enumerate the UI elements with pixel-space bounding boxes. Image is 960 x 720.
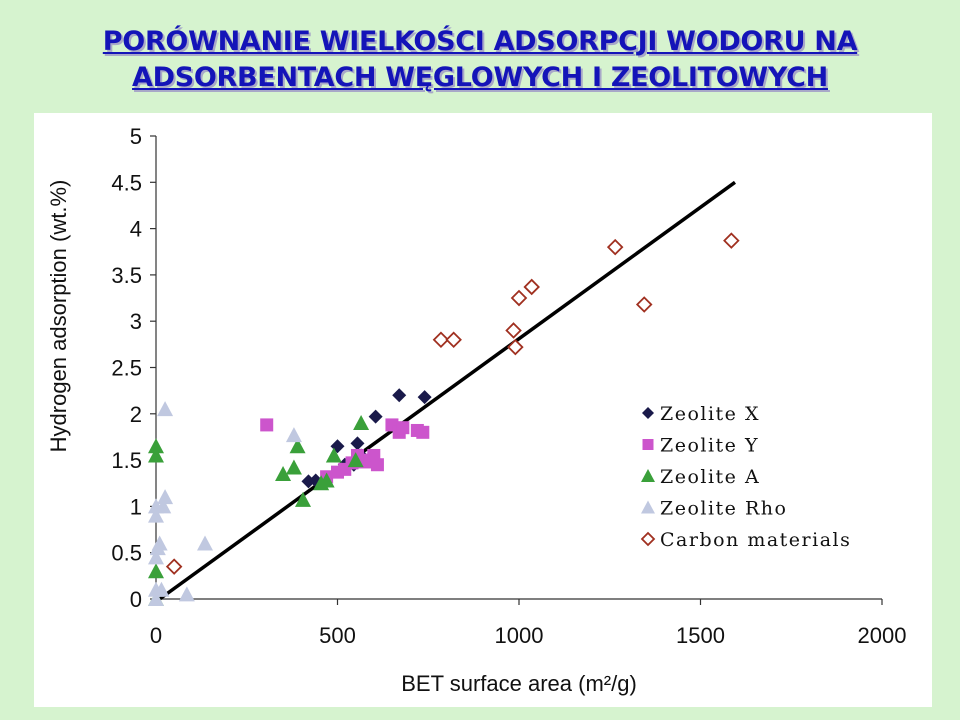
- data-point-carbon-materials: [165, 558, 183, 575]
- legend-label-zeolite-x: Zeolite X: [660, 403, 760, 425]
- legend-marker-zeolite-rho: [641, 500, 655, 514]
- y-tick-label: 1: [130, 494, 142, 519]
- legend-label-carbon-materials: Carbon materials: [660, 529, 851, 551]
- data-point-zeolite-y: [370, 458, 384, 472]
- data-point-carbon-materials: [723, 232, 740, 249]
- slide-title-line-2: ADSORBENTACH WĘGLOWYCH I ZEOLITOWYCH: [132, 62, 828, 93]
- legend-marker-zeolite-a: [641, 469, 655, 482]
- y-tick-label: 1.5: [111, 448, 142, 473]
- data-point-zeolite-rho: [157, 401, 174, 417]
- chart-panel: 0 0.5 1 1.5 2 2.5 3 3.5 4 4.5 5 0 500 1000 1500 2000 BET…: [34, 113, 932, 707]
- data-point-zeolite-rho: [148, 507, 164, 523]
- y-tick-label: 2: [130, 402, 142, 427]
- scatter-chart: 0 0.5 1 1.5 2 2.5 3 3.5 4 4.5 5 0 500 1000 1500 2000 BET…: [46, 124, 907, 696]
- y-tick-label: 5: [130, 124, 142, 149]
- x-tick-label: 1500: [676, 623, 725, 648]
- data-point-zeolite-a: [148, 563, 164, 579]
- data-point-zeolite-rho: [157, 489, 174, 505]
- y-tick-label: 3.5: [111, 263, 142, 288]
- data-point-carbon-materials: [445, 331, 462, 348]
- legend-marker-zeolite-x: [642, 407, 654, 419]
- data-point-zeolite-x: [368, 409, 383, 424]
- data-point-zeolite-a: [275, 465, 292, 481]
- data-point-zeolite-rho: [197, 535, 214, 551]
- slide-title-line-1: PORÓWNANIE WIELKOŚCI ADSORPCJI WODORU NA: [102, 26, 858, 57]
- data-point-carbon-materials: [606, 238, 624, 256]
- data-point-zeolite-rho: [155, 498, 172, 514]
- data-point-zeolite-a: [285, 459, 302, 475]
- y-tick-label: 0.5: [111, 541, 142, 566]
- x-tick-label: 2000: [858, 623, 907, 648]
- data-point-zeolite-a: [325, 447, 342, 463]
- data-point-carbon-materials: [505, 322, 522, 339]
- data-point-carbon-materials: [507, 338, 524, 356]
- x-axis-title: BET surface area (m²/g): [401, 671, 637, 696]
- data-point-zeolite-a: [148, 438, 164, 454]
- y-tick-label: 2.5: [111, 356, 142, 381]
- data-point-zeolite-rho: [285, 427, 302, 443]
- data-point-zeolite-a: [289, 438, 306, 454]
- x-tick-label: 1000: [495, 623, 544, 648]
- trend-line: [158, 180, 737, 601]
- data-point-carbon-materials: [635, 296, 653, 313]
- data-point-zeolite-rho: [153, 581, 170, 597]
- x-tick-label: 500: [319, 623, 356, 648]
- y-tick-label: 3: [130, 309, 142, 334]
- legend-label-zeolite-y: Zeolite Y: [660, 435, 759, 457]
- x-tick-label: 0: [150, 623, 162, 648]
- legend-marker-carbon-materials: [640, 531, 656, 547]
- data-point-carbon-materials: [523, 278, 540, 296]
- data-point-zeolite-y: [260, 418, 274, 432]
- legend-marker-zeolite-y: [642, 439, 654, 450]
- data-point-zeolite-rho: [151, 535, 168, 551]
- data-point-zeolite-x: [350, 436, 365, 451]
- data-point-zeolite-rho: [178, 586, 195, 602]
- data-point-zeolite-x: [392, 388, 407, 403]
- data-point-zeolite-a: [347, 452, 364, 468]
- data-point-zeolite-a: [353, 415, 370, 431]
- data-point-zeolite-y: [396, 421, 410, 435]
- legend-label-zeolite-a: Zeolite A: [660, 466, 760, 488]
- y-tick-label: 4: [130, 217, 142, 242]
- data-point-zeolite-rho: [148, 549, 164, 565]
- data-point-zeolite-y: [416, 425, 430, 439]
- data-point-zeolite-x: [417, 390, 432, 405]
- data-point-zeolite-a: [318, 472, 335, 488]
- y-tick-label: 4.5: [111, 170, 142, 195]
- legend-label-zeolite-rho: Zeolite Rho: [660, 498, 787, 520]
- slide-title: PORÓWNANIE WIELKOŚCI ADSORPCJI WODORU NA…: [0, 24, 960, 96]
- data-point-zeolite-a: [295, 491, 312, 507]
- data-point-carbon-materials: [510, 289, 528, 307]
- data-point-carbon-materials: [432, 331, 450, 348]
- data-point-zeolite-a: [148, 447, 164, 463]
- data-point-zeolite-rho: [148, 591, 164, 606]
- y-axis-title: Hydrogen adsorption (wt.%): [46, 180, 71, 453]
- y-tick-label: 0: [130, 587, 142, 612]
